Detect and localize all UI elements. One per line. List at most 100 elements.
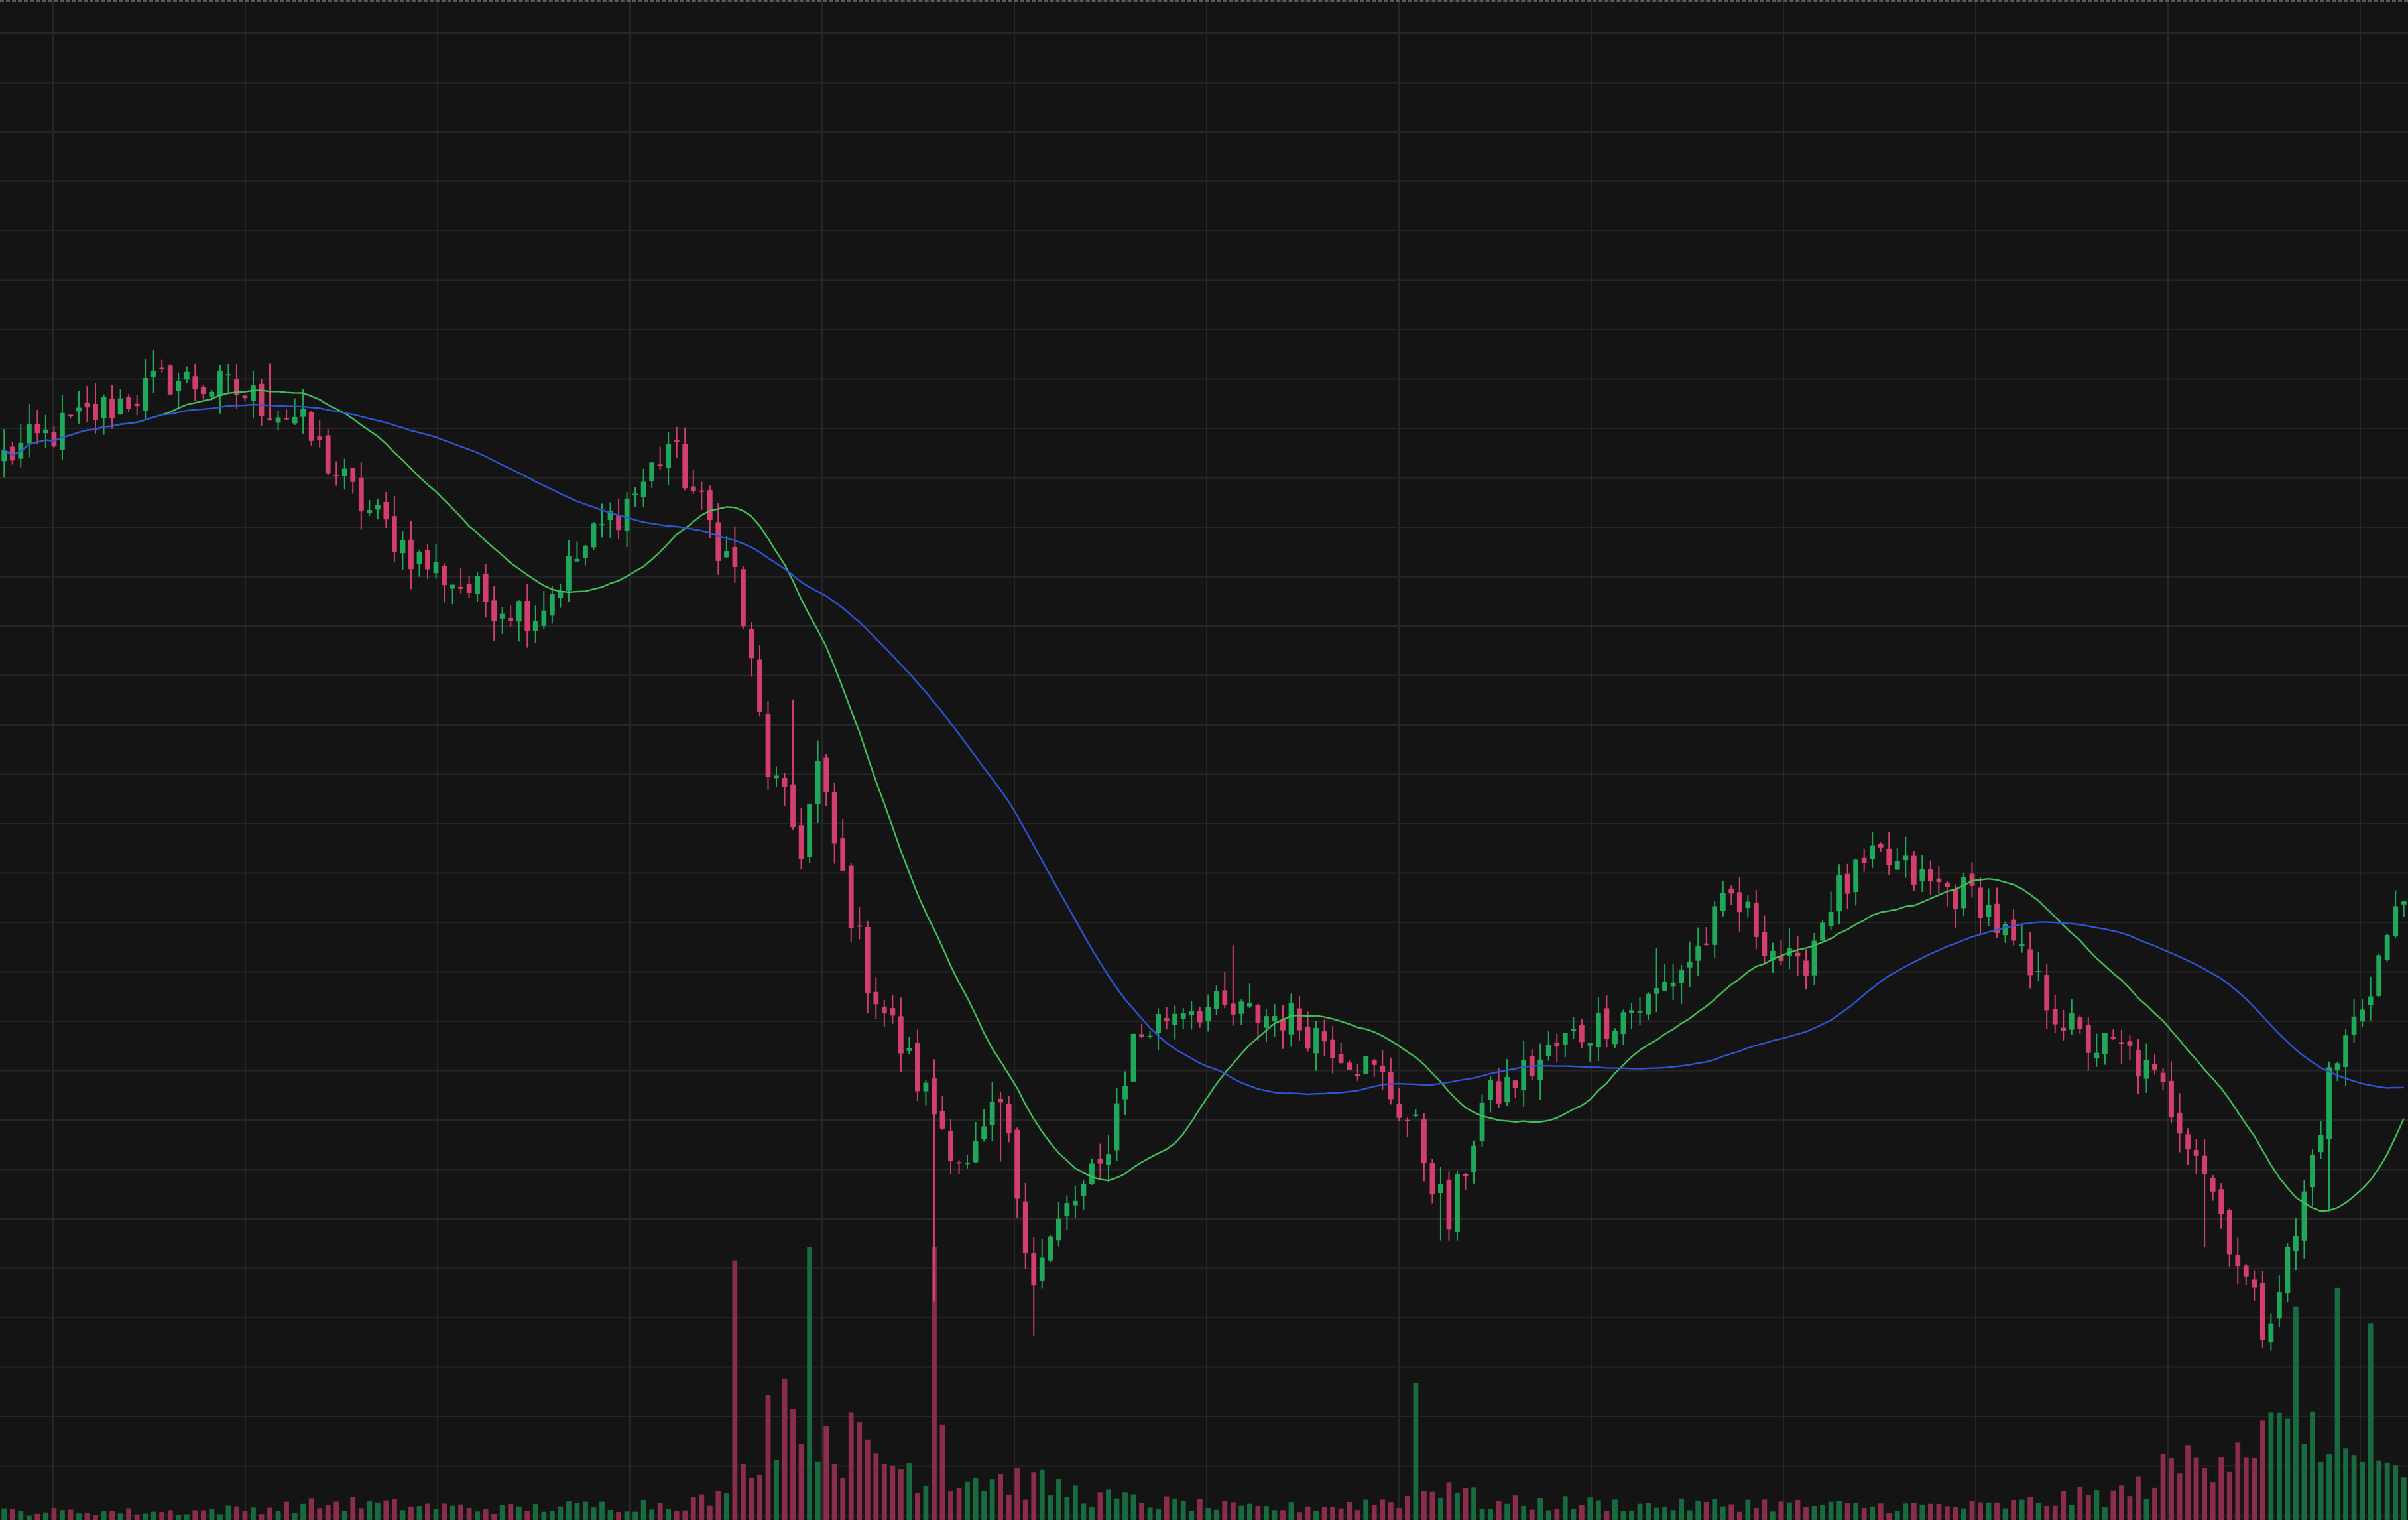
volume-bar: [1620, 1511, 1626, 1520]
volume-bar: [732, 1260, 738, 1520]
volume-bar: [2085, 1495, 2091, 1520]
volume-bar: [167, 1510, 173, 1520]
candle: [1554, 1033, 1560, 1062]
candle-body: [1172, 1013, 1178, 1025]
candle-body: [1886, 848, 1892, 865]
candle-body: [1927, 869, 1933, 881]
volume-bar: [1953, 1507, 1958, 1520]
candle-body: [1870, 845, 1876, 859]
candle-body: [159, 367, 165, 369]
candle-body: [1654, 988, 1659, 994]
candle: [192, 363, 198, 401]
volume-bar: [1936, 1503, 1942, 1520]
candle-body: [1446, 1179, 1452, 1230]
candle-body: [790, 784, 796, 828]
candle-body: [2185, 1134, 2191, 1150]
candle: [2077, 1015, 2083, 1034]
volume-bar: [1778, 1501, 1784, 1520]
volume-bar: [1911, 1503, 1917, 1520]
candle-body: [2011, 919, 2016, 941]
candle: [1953, 884, 1958, 929]
volume-bar: [1288, 1502, 1294, 1520]
candle: [657, 446, 663, 470]
volume-bar: [2027, 1497, 2033, 1520]
volume-bar: [1753, 1508, 1759, 1520]
candle: [60, 395, 65, 461]
candle-body: [1861, 857, 1867, 863]
candle: [1903, 836, 1909, 878]
candle-body: [649, 462, 655, 481]
candle: [416, 549, 422, 577]
candle-body: [939, 1111, 945, 1129]
candle: [865, 920, 871, 1014]
candle: [2343, 1029, 2348, 1086]
candle-body: [848, 865, 854, 928]
candle-body: [1031, 1253, 1037, 1286]
candle-body: [483, 573, 489, 602]
volume-bar: [1172, 1498, 1178, 1520]
candle-body: [209, 391, 215, 397]
candle: [292, 398, 298, 426]
candle-body: [267, 418, 272, 420]
candle: [1438, 1167, 1443, 1241]
candle-body: [574, 558, 580, 562]
candle: [242, 395, 248, 401]
candle-body: [68, 414, 74, 416]
volume-bar: [865, 1439, 871, 1520]
candle: [516, 600, 522, 642]
candle: [2202, 1139, 2208, 1247]
volume-bar: [425, 1503, 430, 1520]
candle-body: [1222, 990, 1228, 1005]
candle: [1305, 1011, 1311, 1052]
volume-bar: [499, 1505, 505, 1520]
candle-body: [126, 396, 132, 409]
candle: [2136, 1039, 2141, 1095]
volume-bar: [1130, 1494, 1136, 1520]
candle: [1961, 872, 1966, 917]
candle-body: [1455, 1173, 1460, 1232]
candle: [1878, 842, 1884, 852]
candle: [2293, 1218, 2299, 1271]
volume-bar: [2044, 1505, 2050, 1520]
candle-body: [690, 486, 696, 491]
candle: [325, 429, 331, 475]
candle-body: [1994, 903, 2000, 933]
candle: [2243, 1263, 2249, 1285]
candle: [126, 394, 132, 412]
volume-bar: [948, 1491, 953, 1520]
candle-body: [1828, 912, 1834, 926]
candle: [624, 492, 630, 548]
candle-body: [1936, 878, 1942, 883]
candle-body: [150, 370, 156, 377]
candle: [1189, 1001, 1195, 1030]
candle-body: [1629, 1010, 1634, 1013]
volume-bar: [1886, 1513, 1892, 1520]
candle-body: [948, 1131, 953, 1162]
candle: [2069, 999, 2075, 1035]
volume-bar: [1404, 1496, 1410, 1520]
candle: [2285, 1243, 2291, 1302]
volume-bar: [442, 1503, 447, 1520]
volume-bar: [956, 1488, 962, 1520]
volume-bar: [2094, 1490, 2100, 1520]
candle-body: [2136, 1050, 2141, 1077]
candle-body: [1039, 1257, 1045, 1281]
volume-bar: [76, 1513, 82, 1520]
volume-bar: [275, 1510, 281, 1520]
candle-body: [2259, 1283, 2265, 1340]
candle: [1446, 1171, 1452, 1241]
candle-body: [1114, 1103, 1120, 1151]
candle: [317, 420, 323, 448]
candle: [1048, 1234, 1054, 1263]
candle: [1728, 885, 1734, 905]
candle: [1172, 1005, 1178, 1040]
candle-body: [1006, 1104, 1012, 1134]
candle: [1247, 983, 1252, 1009]
candle: [150, 350, 156, 393]
volume-bar: [640, 1499, 646, 1520]
candle-body: [1347, 1062, 1353, 1070]
candle-body: [981, 1126, 987, 1140]
candle: [109, 385, 115, 429]
